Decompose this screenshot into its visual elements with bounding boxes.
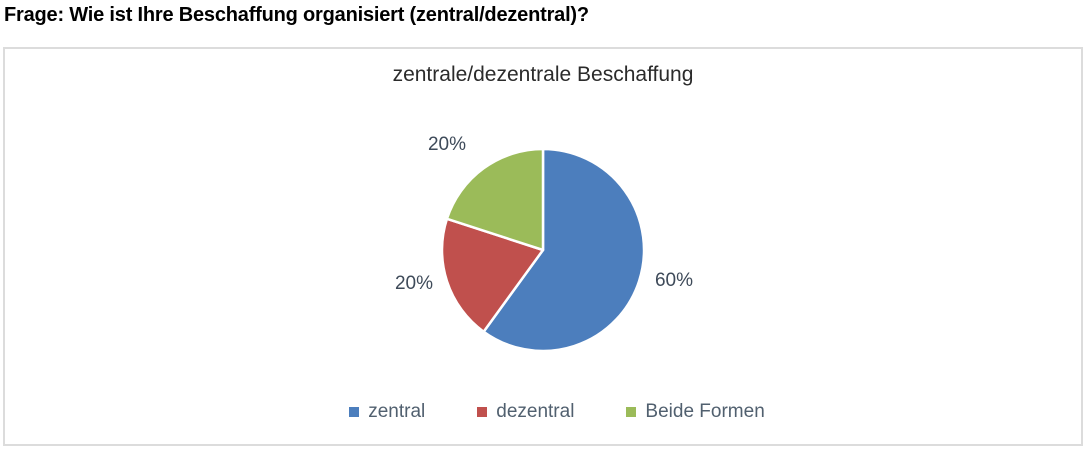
data-label-dezentral: 20% xyxy=(394,273,434,294)
page-title: Frage: Wie ist Ihre Beschaffung organisi… xyxy=(4,4,589,26)
legend-swatch-zentral xyxy=(349,407,360,417)
legend-swatch-dezentral xyxy=(477,407,488,417)
data-label-beide-formen: 20% xyxy=(427,134,467,155)
legend-swatch-beide-formen xyxy=(626,407,637,417)
legend-item-beide-formen: Beide Formen xyxy=(626,401,765,423)
pie-slice-beide-formen xyxy=(445,147,545,252)
legend-label: zentral xyxy=(368,401,426,422)
legend-item-zentral: zentral xyxy=(349,401,425,423)
pie-slice-dezentral xyxy=(440,217,545,333)
chart-title: zentrale/dezentrale Beschaffung xyxy=(392,63,694,86)
legend-label: Beide Formen xyxy=(645,401,765,422)
pie-slice-zentral xyxy=(482,147,646,353)
pie-chart xyxy=(440,147,646,353)
chart-legend: zentral dezentral Beide Formen xyxy=(5,401,1081,423)
data-label-zentral: 60% xyxy=(654,270,694,291)
chart-container: zentrale/dezentrale Beschaffung 60% 20% … xyxy=(3,47,1083,446)
legend-label: dezentral xyxy=(496,401,575,422)
legend-item-dezentral: dezentral xyxy=(477,401,574,423)
